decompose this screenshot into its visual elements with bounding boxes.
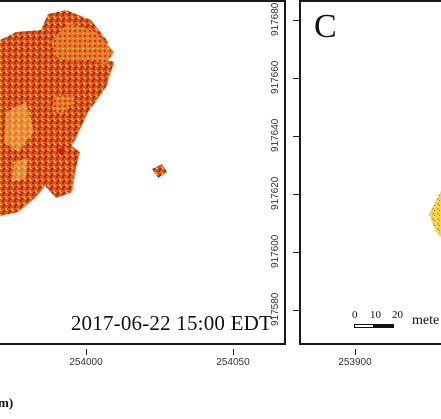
- scale-bar: 0 10 20 mete: [310, 309, 441, 341]
- y-tick: [293, 252, 299, 253]
- y-tick: [293, 194, 299, 195]
- y-tick-label: 917640: [270, 118, 281, 152]
- y-tick-label: 917600: [270, 234, 281, 268]
- y-tick-label: 917580: [270, 292, 281, 326]
- scale-label: 0: [352, 309, 358, 321]
- x-tick: [355, 349, 356, 355]
- timestamp-label: 2017-06-22 15:00 EDT: [68, 310, 274, 335]
- canopy-patch-upper: [51, 22, 114, 64]
- y-tick: [293, 20, 299, 21]
- scale-label: 10: [370, 309, 381, 321]
- y-tick: [293, 310, 299, 311]
- scale-unit: mete: [412, 313, 440, 328]
- canopy-patch-stray-2: [56, 148, 64, 156]
- scale-label: 20: [392, 309, 403, 321]
- canopy-patch-stray-1: [44, 142, 80, 198]
- canopy-patch-east-2: [52, 94, 76, 114]
- canopy-patch-stray-3: [152, 164, 167, 178]
- x-tick-label: 253900: [338, 357, 372, 368]
- scale-segment: [354, 324, 374, 328]
- x-tick-label: 254050: [216, 357, 250, 368]
- canopy-patch-east-1: [56, 70, 82, 92]
- map-panel-right: C 0 10 20 mete: [299, 0, 441, 345]
- scale-segment: [374, 324, 394, 328]
- canopy-patch-right: [429, 190, 441, 238]
- x-axis-label: m): [0, 395, 14, 410]
- canopy-light-area: [4, 102, 34, 152]
- map-panel-left: 2017-06-22 15:00 EDT: [0, 0, 286, 345]
- y-tick-label: 917660: [270, 60, 281, 94]
- y-tick: [293, 136, 299, 137]
- x-tick: [233, 349, 234, 355]
- canopy-raster-left: [0, 10, 167, 216]
- y-tick: [293, 78, 299, 79]
- canopy-patch-main: [0, 10, 114, 216]
- x-tick-label: 254000: [69, 357, 103, 368]
- y-tick-label: 917680: [270, 2, 281, 36]
- canopy-light-area: [12, 158, 28, 182]
- x-tick: [86, 349, 87, 355]
- y-tick-label: 917620: [270, 176, 281, 210]
- panel-letter: C: [311, 10, 340, 44]
- canopy-raster-right: [429, 190, 441, 238]
